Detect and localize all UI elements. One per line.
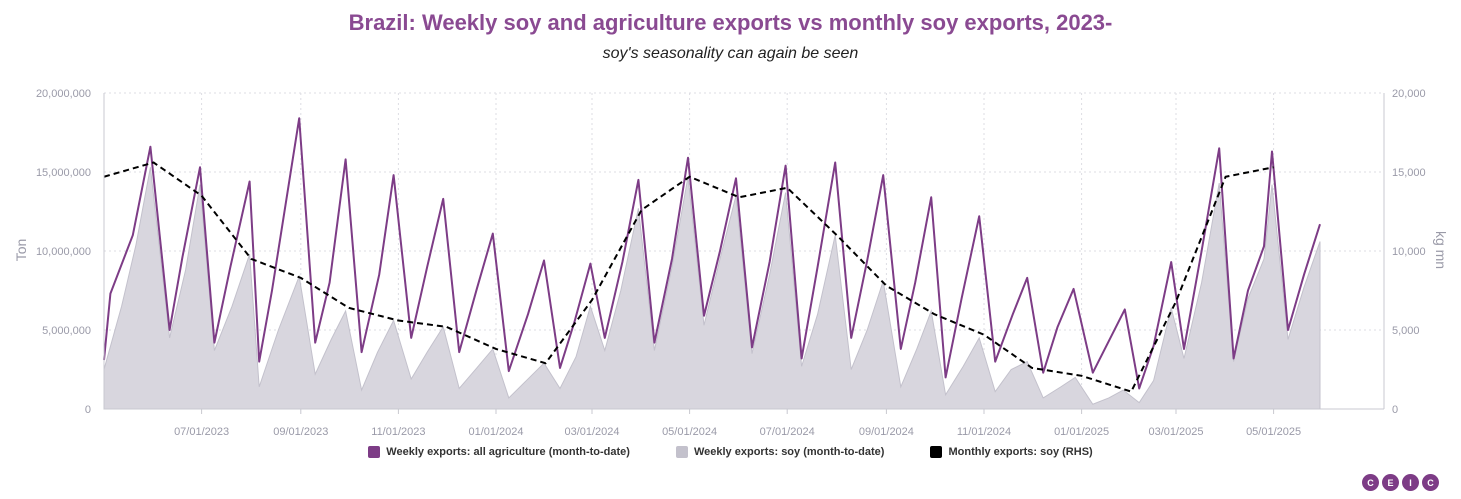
right-axis-title: kg mn: [1433, 231, 1449, 269]
left-tick-label: 20,000,000: [36, 88, 91, 100]
x-tick-label: 11/01/2024: [957, 426, 1011, 438]
logo-letter: C: [1362, 474, 1379, 491]
legend-label-agriculture: Weekly exports: all agriculture (month-t…: [386, 446, 630, 458]
legend-label-soy-monthly: Monthly exports: soy (RHS): [948, 446, 1093, 458]
left-tick-label: 0: [85, 404, 91, 416]
legend: Weekly exports: all agriculture (month-t…: [0, 446, 1461, 458]
series-agriculture-line: [103, 117, 1321, 390]
logo-letter: C: [1422, 474, 1439, 491]
x-tick-label: 05/01/2024: [662, 426, 717, 438]
chart-title: Brazil: Weekly soy and agriculture expor…: [348, 10, 1113, 35]
x-tick-label: 01/01/2025: [1054, 426, 1109, 438]
left-tick-label: 15,000,000: [36, 167, 91, 179]
x-tick-label: 07/01/2024: [760, 426, 815, 438]
chart-canvas: 0 5,000,000 10,000,000 15,000,000 20,000,000…: [13, 88, 1449, 438]
right-tick-label: 10,000: [1392, 246, 1426, 258]
legend-swatch-soy-weekly: [675, 446, 688, 458]
left-tick-label: 10,000,000: [36, 246, 91, 258]
x-tick-label: 09/01/2023: [273, 426, 328, 438]
legend-item-soy-weekly[interactable]: Weekly exports: soy (month-to-date): [675, 446, 885, 458]
x-tick-label: 11/01/2023: [371, 426, 425, 438]
x-tick-label: 03/01/2024: [564, 426, 619, 438]
legend-swatch-agriculture: [368, 446, 381, 458]
x-tick-label: 01/01/2024: [468, 426, 523, 438]
series-soy-monthly-line: [103, 161, 1274, 393]
series-layer: [103, 117, 1321, 410]
chart-subtitle: soy's seasonality can again be seen: [602, 45, 859, 62]
x-tick-label: 03/01/2025: [1148, 426, 1203, 438]
x-axis-ticks: 07/01/2023 09/01/2023 11/01/2023 01/01/2024…: [174, 409, 1301, 438]
x-tick-label: 07/01/2023: [174, 426, 229, 438]
logo-letter: I: [1402, 474, 1419, 491]
left-tick-label: 5,000,000: [42, 325, 91, 337]
right-tick-label: 0: [1392, 404, 1398, 416]
legend-label-soy-weekly: Weekly exports: soy (month-to-date): [693, 446, 885, 458]
ceic-logo: C E I C: [1362, 474, 1439, 491]
legend-item-agriculture[interactable]: Weekly exports: all agriculture (month-t…: [368, 446, 630, 458]
left-axis-ticks: 0 5,000,000 10,000,000 15,000,000 20,000,000: [36, 88, 91, 416]
right-tick-label: 20,000: [1392, 88, 1426, 100]
x-tick-label: 05/01/2025: [1246, 426, 1301, 438]
logo-letter: E: [1382, 474, 1399, 491]
right-axis-ticks: 0 5,000 10,000 15,000 20,000: [1392, 88, 1426, 416]
legend-item-soy-monthly[interactable]: Monthly exports: soy (RHS): [930, 446, 1093, 458]
series-soy-weekly-area: [103, 167, 1321, 410]
legend-swatch-soy-monthly: [930, 446, 943, 458]
left-axis-title: Ton: [13, 239, 29, 262]
right-tick-label: 5,000: [1392, 325, 1420, 337]
axes: [103, 93, 1385, 410]
x-tick-label: 09/01/2024: [859, 426, 914, 438]
right-tick-label: 15,000: [1392, 167, 1426, 179]
